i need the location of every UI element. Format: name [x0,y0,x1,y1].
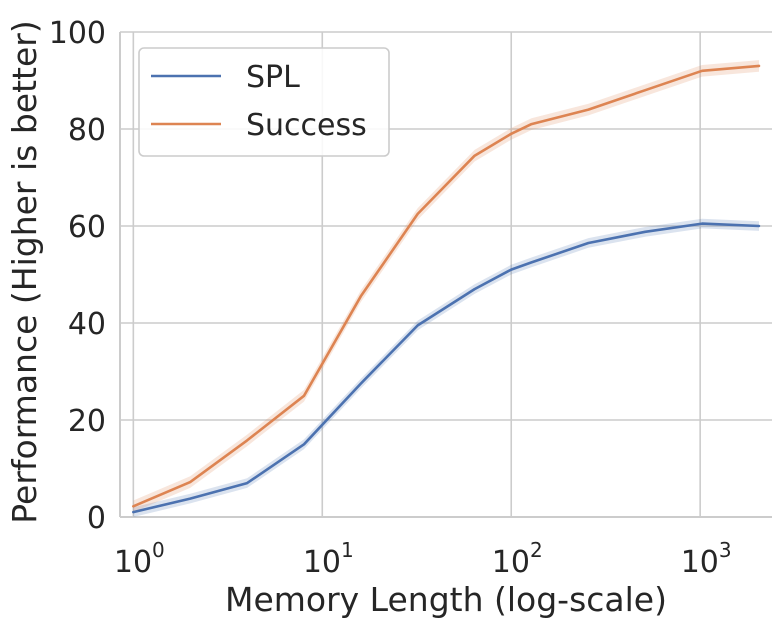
x-tick-label: 100 [114,538,165,580]
legend-label-success: Success [246,108,367,143]
series-lines [132,64,761,514]
y-tick-labels: 0 20 40 60 80 100 [49,16,106,536]
x-tick-label: 102 [492,538,543,580]
axes-spines [119,32,772,518]
y-tick-label: 60 [68,210,106,245]
y-tick-label: 40 [68,307,106,342]
x-tick-label: 101 [303,538,354,580]
band-spl [133,218,760,517]
y-tick-label: 100 [49,16,106,51]
x-tick-labels: 100 101 102 103 [114,538,732,580]
series-line-spl [132,222,761,514]
y-tick-label: 0 [87,501,106,536]
legend: SPL Success [138,47,390,157]
y-tick-label: 20 [68,404,106,439]
y-axis-label: Performance (Higher is better) [5,20,44,523]
x-tick-label: 103 [681,538,732,580]
y-tick-label: 80 [68,113,106,148]
series-line-success [132,64,761,508]
legend-label-spl: SPL [246,60,300,95]
x-axis-label: Memory Length (log-scale) [225,580,667,619]
grid [120,31,772,518]
